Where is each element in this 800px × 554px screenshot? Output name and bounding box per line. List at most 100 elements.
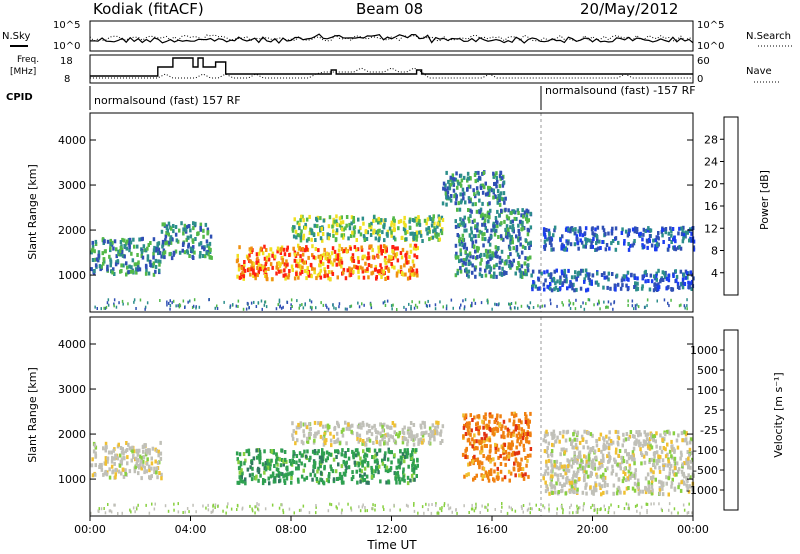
rti-cell [94,445,98,450]
rti-cell [393,265,396,270]
rti-cell [331,246,335,251]
rti-cell [423,218,427,223]
rti-cell [595,474,599,479]
rti-cell [483,443,487,448]
rti-cell [240,468,243,473]
rti-cell [482,425,485,430]
rti-cell [113,298,116,302]
rti-cell [468,425,471,430]
rti-cell [679,269,683,274]
rti-cell [603,483,606,488]
rti-cell [207,246,211,251]
rti-cell [656,299,658,303]
rti-cell [320,226,323,231]
rti-cell [423,511,425,515]
rti-cell [385,260,388,265]
rti-cell [120,457,124,462]
rti-cell [614,287,617,292]
rti-cell [632,241,636,246]
rti-cell [332,477,336,482]
rti-cell [321,448,324,453]
rti-cell [484,505,486,509]
rti-cell [488,469,491,474]
rti-cell [559,238,562,243]
rti-cell [463,223,467,228]
rti-cell [576,487,579,492]
colorbar-tick-label: 8 [711,245,718,258]
rti-cell [454,177,458,182]
rti-cell [547,441,551,446]
rti-cell [140,459,143,464]
rti-cell [297,243,300,248]
rti-cell [336,449,339,454]
rti-cell [650,479,654,484]
rti-cell [473,439,476,444]
rti-cell [585,302,587,306]
rti-cell [521,226,525,231]
rti-cell [477,461,480,466]
rti-cell [642,227,646,232]
rti-cell [166,240,169,245]
rti-cell [376,231,380,236]
rti-cell [627,436,630,441]
rti-cell [645,437,649,442]
rti-cell [177,510,180,514]
rti-cell [208,255,211,260]
rti-cell [267,257,271,262]
rti-cell [323,439,326,443]
rti-cell [607,305,609,309]
rti-cell [304,303,306,307]
rti-cell [421,239,424,243]
rti-cell [594,508,597,512]
rti-cell [348,222,351,227]
rti-cell [650,491,654,496]
rti-cell [445,170,448,175]
rti-cell [439,300,441,304]
rti-cell [603,475,607,480]
rti-cell [498,302,500,306]
rti-cell [383,435,386,440]
rti-cell [160,472,163,477]
rti-cell [633,239,636,243]
rti-cell [212,508,214,512]
rti-cell [568,284,571,289]
rti-cell [520,250,524,255]
rti-cell [340,260,344,265]
rti-cell [155,448,159,453]
rti-cell [135,456,138,461]
rti-cell [336,253,340,258]
rti-cell [173,502,175,506]
rti-cell [561,475,565,480]
rti-cell [590,490,594,495]
rti-cell [558,465,562,470]
rti-cell [152,248,156,253]
rti-cell [452,306,454,310]
rti-cell [110,459,114,464]
rti-cell [361,441,364,446]
rti-cell [478,441,482,446]
rti-cell [454,201,457,206]
rti-cell [609,286,612,291]
colorbar-tick-label: -1000 [686,484,718,497]
rti-cell [356,480,359,485]
rti-cell [591,273,595,278]
rti-cell [91,247,95,252]
rti-cell [240,475,243,480]
rti-cell [539,305,541,309]
rti-cell [94,472,97,477]
rti-cell [438,237,441,242]
rti-cell [271,471,275,476]
rti-cell [501,477,504,482]
rti-cell [385,465,389,470]
rti-cell [384,277,387,281]
rti-cell [580,305,582,309]
rti-cell [567,468,571,473]
rti-cell [467,462,470,467]
rti-cell [470,304,472,308]
rti-cell [520,264,524,269]
rti-cell [476,222,479,227]
rti-cell [424,301,427,305]
rti-cell [277,303,279,307]
rti-cell [443,502,446,506]
rti-cell [294,441,297,446]
